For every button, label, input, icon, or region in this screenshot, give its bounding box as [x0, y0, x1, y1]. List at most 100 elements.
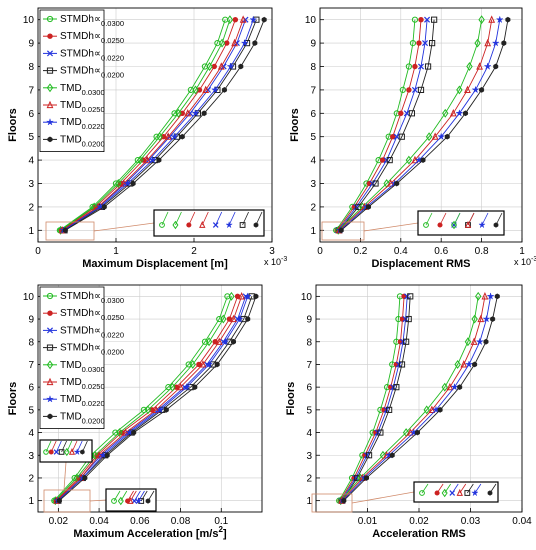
data-point-s6-f9 [230, 314, 237, 323]
data-point-s8-f2 [101, 204, 107, 210]
y-tick-label: 8 [28, 337, 34, 348]
y-tick-label: 1 [306, 496, 312, 507]
data-point-s5-f3 [115, 179, 122, 188]
data-point-s8-f5 [163, 406, 169, 413]
x-multiplier-base: x 10 [514, 257, 531, 267]
y-tick-label: 5 [310, 132, 316, 143]
data-point-s8-f6 [192, 384, 198, 391]
series-line-7 [63, 19, 254, 231]
legend-sub-text: 0.0300 [82, 88, 105, 97]
data-point-s8-f1 [62, 227, 68, 234]
data-point-s6-f7 [460, 360, 468, 368]
legend-entry-7: TMD0.0220 [60, 117, 105, 131]
series-line-3 [62, 19, 246, 231]
legend-marker-7 [45, 117, 55, 126]
legend-sub-text: 0.0200 [101, 348, 124, 357]
data-point-s8-f9 [245, 316, 251, 322]
y-tick-label: 1 [310, 226, 316, 237]
data-point-s8-f1 [341, 497, 347, 504]
y-tick-label: 3 [28, 451, 34, 462]
zoom-point-3 [449, 490, 456, 496]
data-point-s2-f10 [401, 293, 407, 300]
series-line-1 [338, 296, 401, 501]
series-line-4 [338, 19, 435, 231]
zoom-point-8 [493, 222, 499, 228]
legend-marker-5 [46, 360, 54, 370]
x-tick-label: 0.1 [214, 516, 228, 527]
data-point-s5-f8 [466, 62, 473, 71]
series-line-5 [60, 19, 231, 231]
data-point-s6-f6 [184, 108, 192, 117]
legend-sub-text: 0.0250 [101, 313, 124, 322]
zoom-point-1 [419, 490, 425, 496]
legend-main-text: TMD [60, 83, 82, 94]
zoom-series-line-8 [255, 211, 263, 226]
legend-sub-text: 0.0250 [82, 105, 105, 114]
zoom-point-1 [159, 222, 165, 228]
series-line-6 [341, 296, 486, 501]
legend-main-text: TMD [60, 117, 82, 128]
zoom-inset [153, 209, 265, 237]
data-point-s6-f10 [488, 15, 496, 23]
data-point-s8-f9 [501, 40, 507, 46]
data-point-s6-f8 [215, 337, 223, 345]
x-axis-label: Displacement RMS [371, 258, 470, 270]
data-point-s8-f3 [394, 180, 400, 187]
data-point-s8-f5 [179, 133, 185, 140]
zoom-series-line-4 [467, 483, 474, 494]
data-point-s8-f3 [104, 452, 110, 459]
legend-marker-1 [46, 292, 54, 300]
data-point-s3-f8 [417, 63, 425, 70]
data-point-s5-f4 [405, 155, 413, 165]
zoom-point-4 [239, 222, 246, 228]
data-point-s7-f8 [475, 337, 484, 346]
legend-entry-3: STMDh∝0.0220 [60, 325, 124, 339]
data-point-s8-f7 [472, 361, 478, 368]
y-tick-label: 3 [310, 179, 316, 190]
data-point-s2-f10 [232, 16, 239, 23]
legend-sub-text: 0.0200 [82, 139, 105, 148]
data-point-s4-f5 [398, 133, 405, 140]
zoom-point-5 [450, 220, 458, 230]
legend-marker-4 [46, 344, 54, 351]
data-point-s8-f3 [389, 452, 395, 459]
legend-marker-2 [47, 33, 53, 39]
legend-marker-6 [46, 100, 54, 109]
data-point-s6-f9 [231, 38, 238, 47]
data-point-s8-f7 [214, 361, 220, 368]
data-point-s7-f7 [204, 360, 214, 368]
x-axis-label: Maximum Displacement [m] [82, 258, 228, 270]
data-point-s5-f7 [192, 85, 199, 95]
data-point-s8-f2 [365, 204, 371, 210]
legend-sub-text: 0.0220 [101, 330, 124, 339]
legend-entry-6: TMD0.0250 [60, 377, 105, 391]
data-point-s5-f7 [456, 85, 463, 95]
legend-sub-text: 0.0300 [101, 19, 124, 28]
data-point-s4-f3 [372, 180, 379, 187]
zoom2-point-8 [80, 449, 85, 455]
zoom-point-2 [434, 490, 440, 496]
y-tick-label: 4 [28, 156, 34, 167]
zoom-point-5 [172, 220, 179, 230]
legend-entry-1: STMDh∝0.0300 [60, 291, 124, 305]
data-point-s7-f5 [156, 405, 165, 414]
axes-frame [37, 7, 273, 243]
data-point-s6-f8 [217, 62, 225, 70]
data-point-s3-f9 [422, 40, 429, 47]
x-tick-label: 0.02 [409, 516, 429, 527]
zoom-series-line-1 [421, 483, 429, 494]
data-point-s7-f9 [491, 38, 500, 47]
data-point-s8-f7 [221, 87, 227, 93]
data-point-s2-f8 [412, 63, 418, 70]
data-point-s8-f4 [131, 429, 137, 436]
data-point-s8-f8 [238, 63, 244, 70]
data-point-s7-f4 [148, 155, 157, 164]
data-point-s3-f6 [403, 110, 410, 117]
zoom2-point-7 [73, 447, 82, 456]
series-line-7 [342, 296, 492, 501]
zoom2-point-2 [48, 449, 54, 455]
legend-main-text: TMD [60, 411, 82, 422]
chart-panel-3: 0.02 0.04 0.06 0.08 0.1 1 2 3 4 5 6 7 8 9 10 Maximum Ac… [7, 284, 263, 540]
legend-marker-7 [45, 394, 55, 403]
